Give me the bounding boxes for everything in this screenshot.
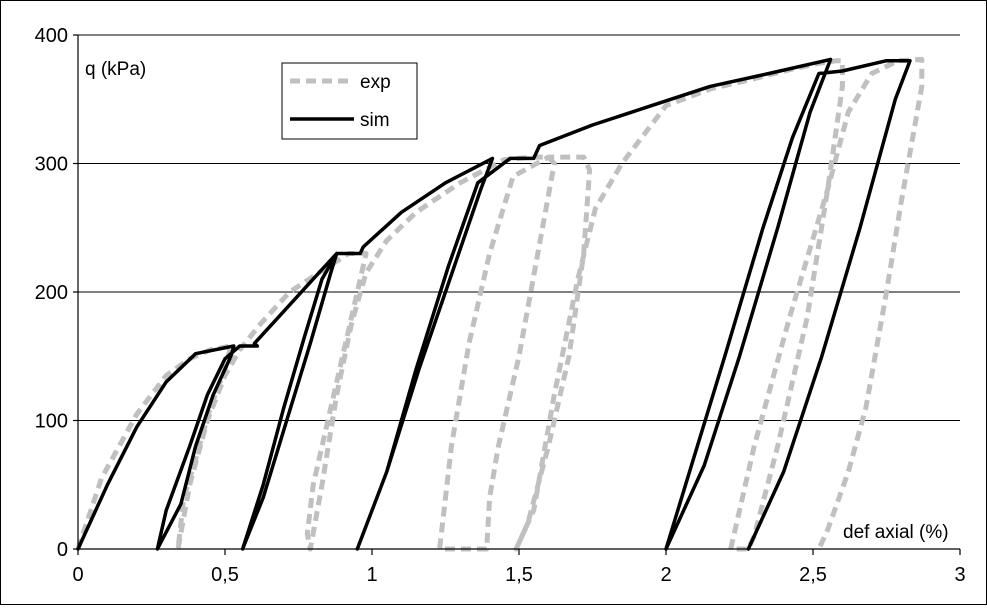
- series-layer: [75, 56, 925, 552]
- x-tick-label: 1,5: [505, 564, 533, 586]
- ticks: 0 100 200 300 400 0 0,5 1 1,5 2 2,5 3: [35, 25, 966, 586]
- x-tick-label: 3: [954, 564, 965, 586]
- legend-label-exp: exp: [360, 72, 391, 93]
- series-line-sim: [76, 57, 912, 551]
- y-axis-label: q (kPa): [85, 59, 146, 80]
- legend: exp sim: [281, 62, 418, 140]
- y-tick-label: 400: [35, 25, 68, 47]
- x-tick-label: 1: [366, 564, 377, 586]
- y-tick-label: 100: [35, 411, 68, 433]
- x-tick-label: 0: [72, 564, 83, 586]
- y-tick-label: 300: [35, 154, 68, 176]
- x-tick-label: 2,5: [799, 564, 827, 586]
- y-tick-label: 200: [35, 282, 68, 304]
- x-tick-label: 2: [660, 564, 671, 586]
- x-tick-label: 0,5: [211, 564, 239, 586]
- legend-box: [281, 62, 418, 140]
- legend-label-sim: sim: [360, 110, 390, 131]
- x-axis-label: def axial (%): [843, 522, 949, 543]
- y-tick-label: 0: [57, 539, 68, 561]
